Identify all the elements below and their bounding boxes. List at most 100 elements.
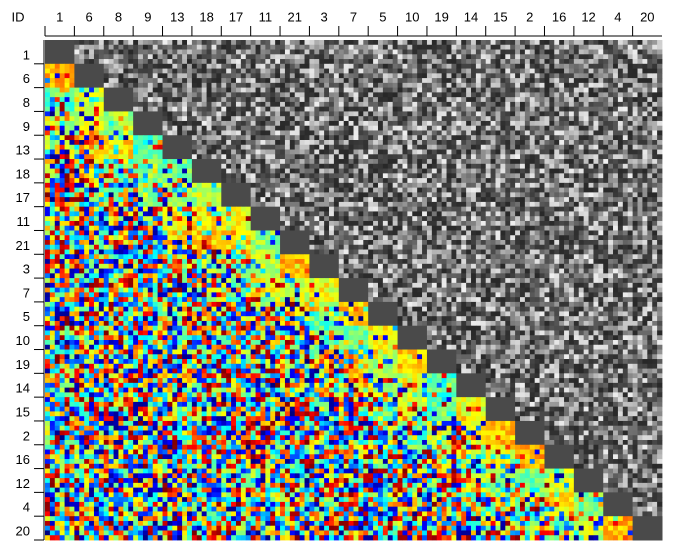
cell-texture — [407, 221, 412, 226]
cell-texture — [554, 73, 559, 78]
cell-texture — [461, 169, 466, 174]
cell-texture — [407, 192, 412, 197]
cell-texture — [79, 45, 84, 50]
cell-texture — [84, 130, 89, 135]
cell-texture — [540, 88, 545, 93]
cell-texture — [642, 169, 647, 174]
cell-texture — [407, 83, 412, 88]
cell-texture — [300, 221, 305, 226]
cell-texture — [564, 126, 569, 131]
cell-texture — [466, 69, 471, 74]
cell-texture — [65, 88, 70, 93]
cell-texture — [192, 197, 197, 202]
cell-texture — [94, 226, 99, 231]
cell-texture — [265, 45, 270, 50]
cell-texture — [432, 83, 437, 88]
cell-texture — [256, 169, 261, 174]
cell-texture — [427, 164, 432, 169]
cell-texture — [412, 73, 417, 78]
cell-texture — [231, 150, 236, 155]
cell-texture — [628, 140, 633, 145]
cell-texture — [50, 154, 55, 159]
cell-texture — [407, 92, 412, 97]
cell-texture — [109, 116, 114, 121]
cell-texture — [515, 178, 520, 183]
cell-texture — [50, 92, 55, 97]
cell-texture — [314, 216, 319, 221]
cell-texture — [442, 69, 447, 74]
cell-texture — [554, 159, 559, 164]
cell-texture — [486, 102, 491, 107]
cell-texture — [559, 226, 564, 231]
cell-texture — [466, 126, 471, 131]
cell-texture — [564, 188, 569, 193]
cell-texture — [236, 88, 241, 93]
cell-texture — [456, 83, 461, 88]
cell — [221, 64, 251, 88]
cell-texture — [158, 88, 163, 93]
cell-texture — [466, 202, 471, 207]
cell-texture — [393, 97, 398, 102]
cell-texture — [202, 135, 207, 140]
cell-texture — [623, 150, 628, 155]
cell-texture — [589, 145, 594, 150]
cell-texture — [45, 188, 50, 193]
cell-texture — [300, 107, 305, 112]
cell-texture — [456, 207, 461, 212]
cell — [163, 88, 193, 112]
cell-texture — [461, 197, 466, 202]
cell-texture — [55, 92, 60, 97]
cell-texture — [211, 73, 216, 78]
cell-texture — [505, 130, 510, 135]
cell-texture — [417, 54, 422, 59]
cell-texture — [481, 169, 486, 174]
cell-texture — [598, 211, 603, 216]
cell-texture — [109, 159, 114, 164]
cell-texture — [211, 154, 216, 159]
cell-texture — [280, 169, 285, 174]
cell-texture — [437, 64, 442, 69]
cell-texture — [378, 188, 383, 193]
cell-texture — [432, 173, 437, 178]
cell-texture — [236, 173, 241, 178]
cell-texture — [163, 50, 168, 55]
cell-texture — [603, 83, 608, 88]
cell-texture — [647, 140, 652, 145]
cell-texture — [153, 97, 158, 102]
cell-texture — [476, 226, 481, 231]
cell-texture — [354, 211, 359, 216]
cell-texture — [309, 202, 314, 207]
cell-texture — [412, 211, 417, 216]
cell-texture — [574, 169, 579, 174]
cell-texture — [642, 69, 647, 74]
cell-texture — [638, 192, 643, 197]
cell-texture — [69, 78, 74, 83]
cell-texture — [618, 69, 623, 74]
cell-texture — [510, 45, 515, 50]
cell-texture — [647, 202, 652, 207]
cell-texture — [442, 211, 447, 216]
cell-texture — [398, 135, 403, 140]
cell-texture — [329, 154, 334, 159]
cell-texture — [182, 88, 187, 93]
cell-texture — [520, 197, 525, 202]
cell-texture — [574, 59, 579, 64]
cell-texture — [564, 140, 569, 145]
cell-texture — [143, 145, 148, 150]
diagonal-cell — [104, 88, 134, 112]
cell-texture — [520, 50, 525, 55]
cell-texture — [192, 83, 197, 88]
cell-texture — [432, 126, 437, 131]
cell-texture — [314, 154, 319, 159]
cell-texture — [241, 178, 246, 183]
cell-texture — [256, 116, 261, 121]
cell-texture — [329, 178, 334, 183]
cell-texture — [324, 126, 329, 131]
cell-texture — [417, 111, 422, 116]
cell-texture — [60, 230, 65, 235]
cell-texture — [309, 50, 314, 55]
cell-texture — [285, 183, 290, 188]
cell-texture — [422, 116, 427, 121]
cell-texture — [104, 116, 109, 121]
cell-texture — [407, 121, 412, 126]
